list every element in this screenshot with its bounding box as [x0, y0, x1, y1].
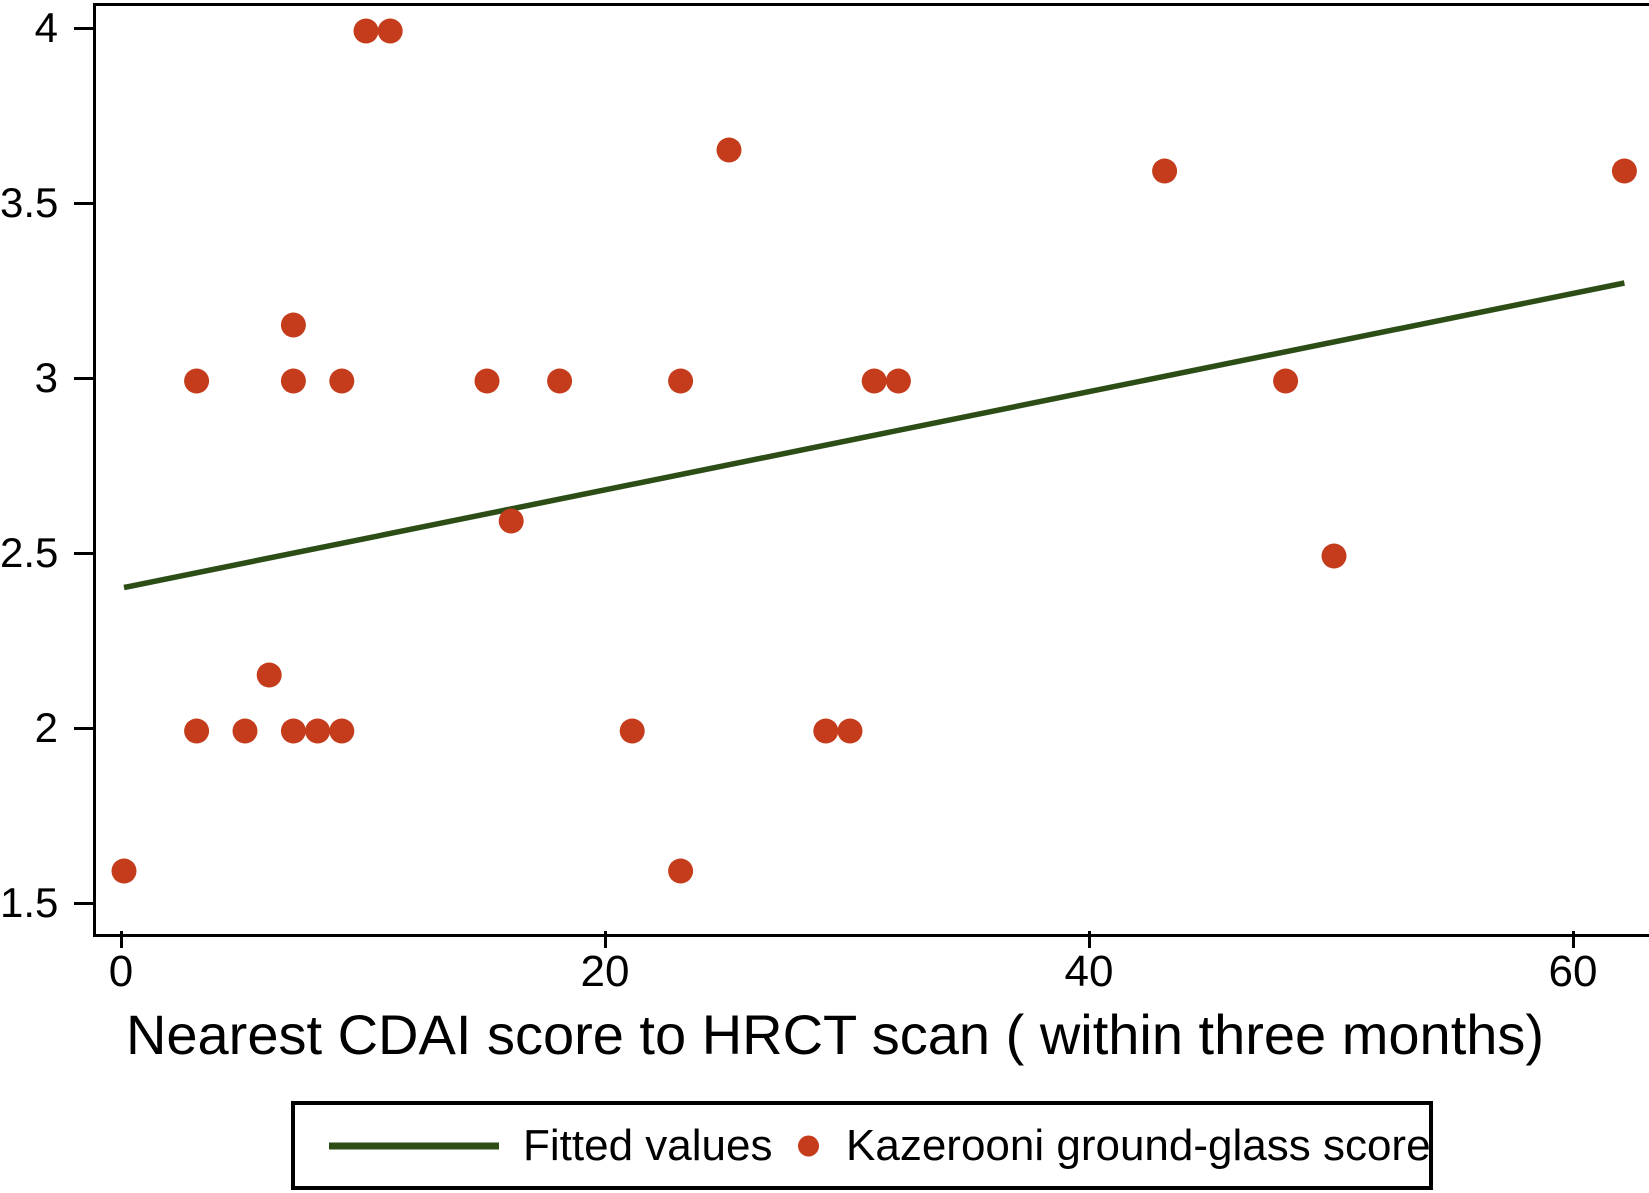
- x-axis-title: Nearest CDAI score to HRCT scan ( within…: [125, 1003, 1545, 1066]
- y-tick-mark: [74, 376, 93, 380]
- scatter-point: [280, 368, 306, 394]
- scatter-point: [1611, 158, 1637, 184]
- scatter-point: [1273, 368, 1299, 394]
- x-tick-label: 0: [108, 947, 134, 996]
- y-tick-mark: [74, 201, 93, 205]
- scatter-point: [1152, 158, 1178, 184]
- y-tick-label: 2: [34, 704, 58, 751]
- y-tick-mark: [74, 26, 93, 30]
- legend-label-kazerooni-score: Kazerooni ground-glass score: [846, 1120, 1431, 1170]
- scatter-point: [668, 858, 694, 884]
- scatter-point: [716, 137, 742, 163]
- legend-label-fitted-values: Fitted values: [523, 1120, 773, 1170]
- y-tick-mark: [74, 551, 93, 555]
- fitted-line: [123, 280, 1625, 591]
- plot-area: [93, 3, 1649, 937]
- scatter-point: [547, 368, 573, 394]
- x-tick-mark: [1087, 931, 1091, 948]
- fitted-line-swatch: [329, 1142, 499, 1149]
- scatter-point: [1321, 543, 1347, 569]
- y-tick-label: 3.5: [0, 179, 59, 226]
- scatter-point: [377, 18, 403, 44]
- scatter-point: [256, 662, 282, 688]
- scatter-point: [184, 718, 210, 744]
- x-tick-mark: [119, 931, 123, 948]
- scatter-point: [619, 718, 645, 744]
- scatter-point: [885, 368, 911, 394]
- scatter-point: [837, 718, 863, 744]
- scatter-point: [232, 718, 258, 744]
- scatter-point: [474, 368, 500, 394]
- x-tick-label: 60: [1548, 947, 1598, 996]
- scatter-point: [353, 18, 379, 44]
- scatter-point: [813, 718, 839, 744]
- scatter-marker-swatch: [798, 1135, 819, 1156]
- y-tick-label: 4: [34, 4, 58, 51]
- scatter-point: [305, 718, 331, 744]
- y-tick-label: 1.5: [0, 879, 59, 926]
- scatter-point: [329, 368, 355, 394]
- plot-canvas: [111, 18, 1637, 884]
- x-tick-label: 40: [1064, 947, 1114, 996]
- y-tick-label: 2.5: [0, 529, 59, 576]
- scatter-point: [329, 718, 355, 744]
- legend: Fitted values Kazerooni ground-glass sco…: [291, 1101, 1433, 1190]
- scatter-point: [280, 718, 306, 744]
- x-tick-mark: [1571, 931, 1575, 948]
- y-tick-label: 3: [34, 354, 58, 401]
- y-tick-mark: [74, 726, 93, 730]
- x-tick-label: 20: [580, 947, 630, 996]
- scatter-point: [111, 858, 137, 884]
- scatter-point: [861, 368, 887, 394]
- x-tick-mark: [603, 931, 607, 948]
- scatter-point: [498, 508, 524, 534]
- scatter-point: [184, 368, 210, 394]
- scatter-point: [668, 368, 694, 394]
- scatter-point: [280, 312, 306, 338]
- y-tick-mark: [74, 901, 93, 905]
